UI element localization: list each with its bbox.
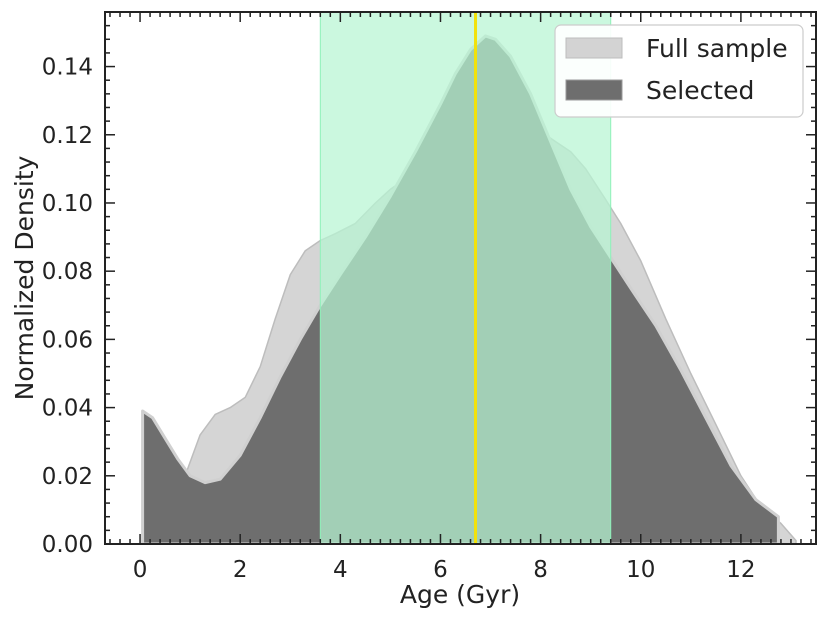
x-tick-label: 10 [626, 557, 655, 583]
y-axis-label: Normalized Density [10, 155, 39, 400]
y-tick-label: 0.12 [42, 123, 93, 149]
y-tick-label: 0.10 [42, 191, 93, 217]
y-tick-label: 0.14 [42, 55, 93, 81]
x-axis-label: Age (Gyr) [400, 580, 520, 609]
legend-label-full-sample: Full sample [646, 34, 788, 63]
x-tick-label: 6 [433, 557, 448, 583]
tick-labels: 0 2 4 6 8 10 12 0.00 0.02 0.04 0.06 0.08 0.10 0.12 0.1… [42, 55, 756, 583]
y-tick-label: 0.06 [42, 327, 93, 353]
x-tick-label: 8 [533, 557, 548, 583]
y-tick-label: 0.00 [42, 532, 93, 558]
y-tick-label: 0.04 [42, 396, 93, 422]
plot-area [141, 12, 797, 544]
y-tick-label: 0.02 [42, 464, 93, 490]
x-tick-label: 2 [233, 557, 248, 583]
x-tick-label: 4 [333, 557, 348, 583]
x-tick-label: 0 [133, 557, 148, 583]
x-tick-label: 12 [726, 557, 755, 583]
legend-label-selected: Selected [646, 76, 754, 105]
y-tick-label: 0.08 [42, 259, 93, 285]
legend-swatch-full-sample [565, 37, 623, 59]
legend-swatch-selected [565, 79, 623, 101]
axis-ticks [105, 12, 816, 545]
legend: Full sample Selected [554, 24, 804, 118]
